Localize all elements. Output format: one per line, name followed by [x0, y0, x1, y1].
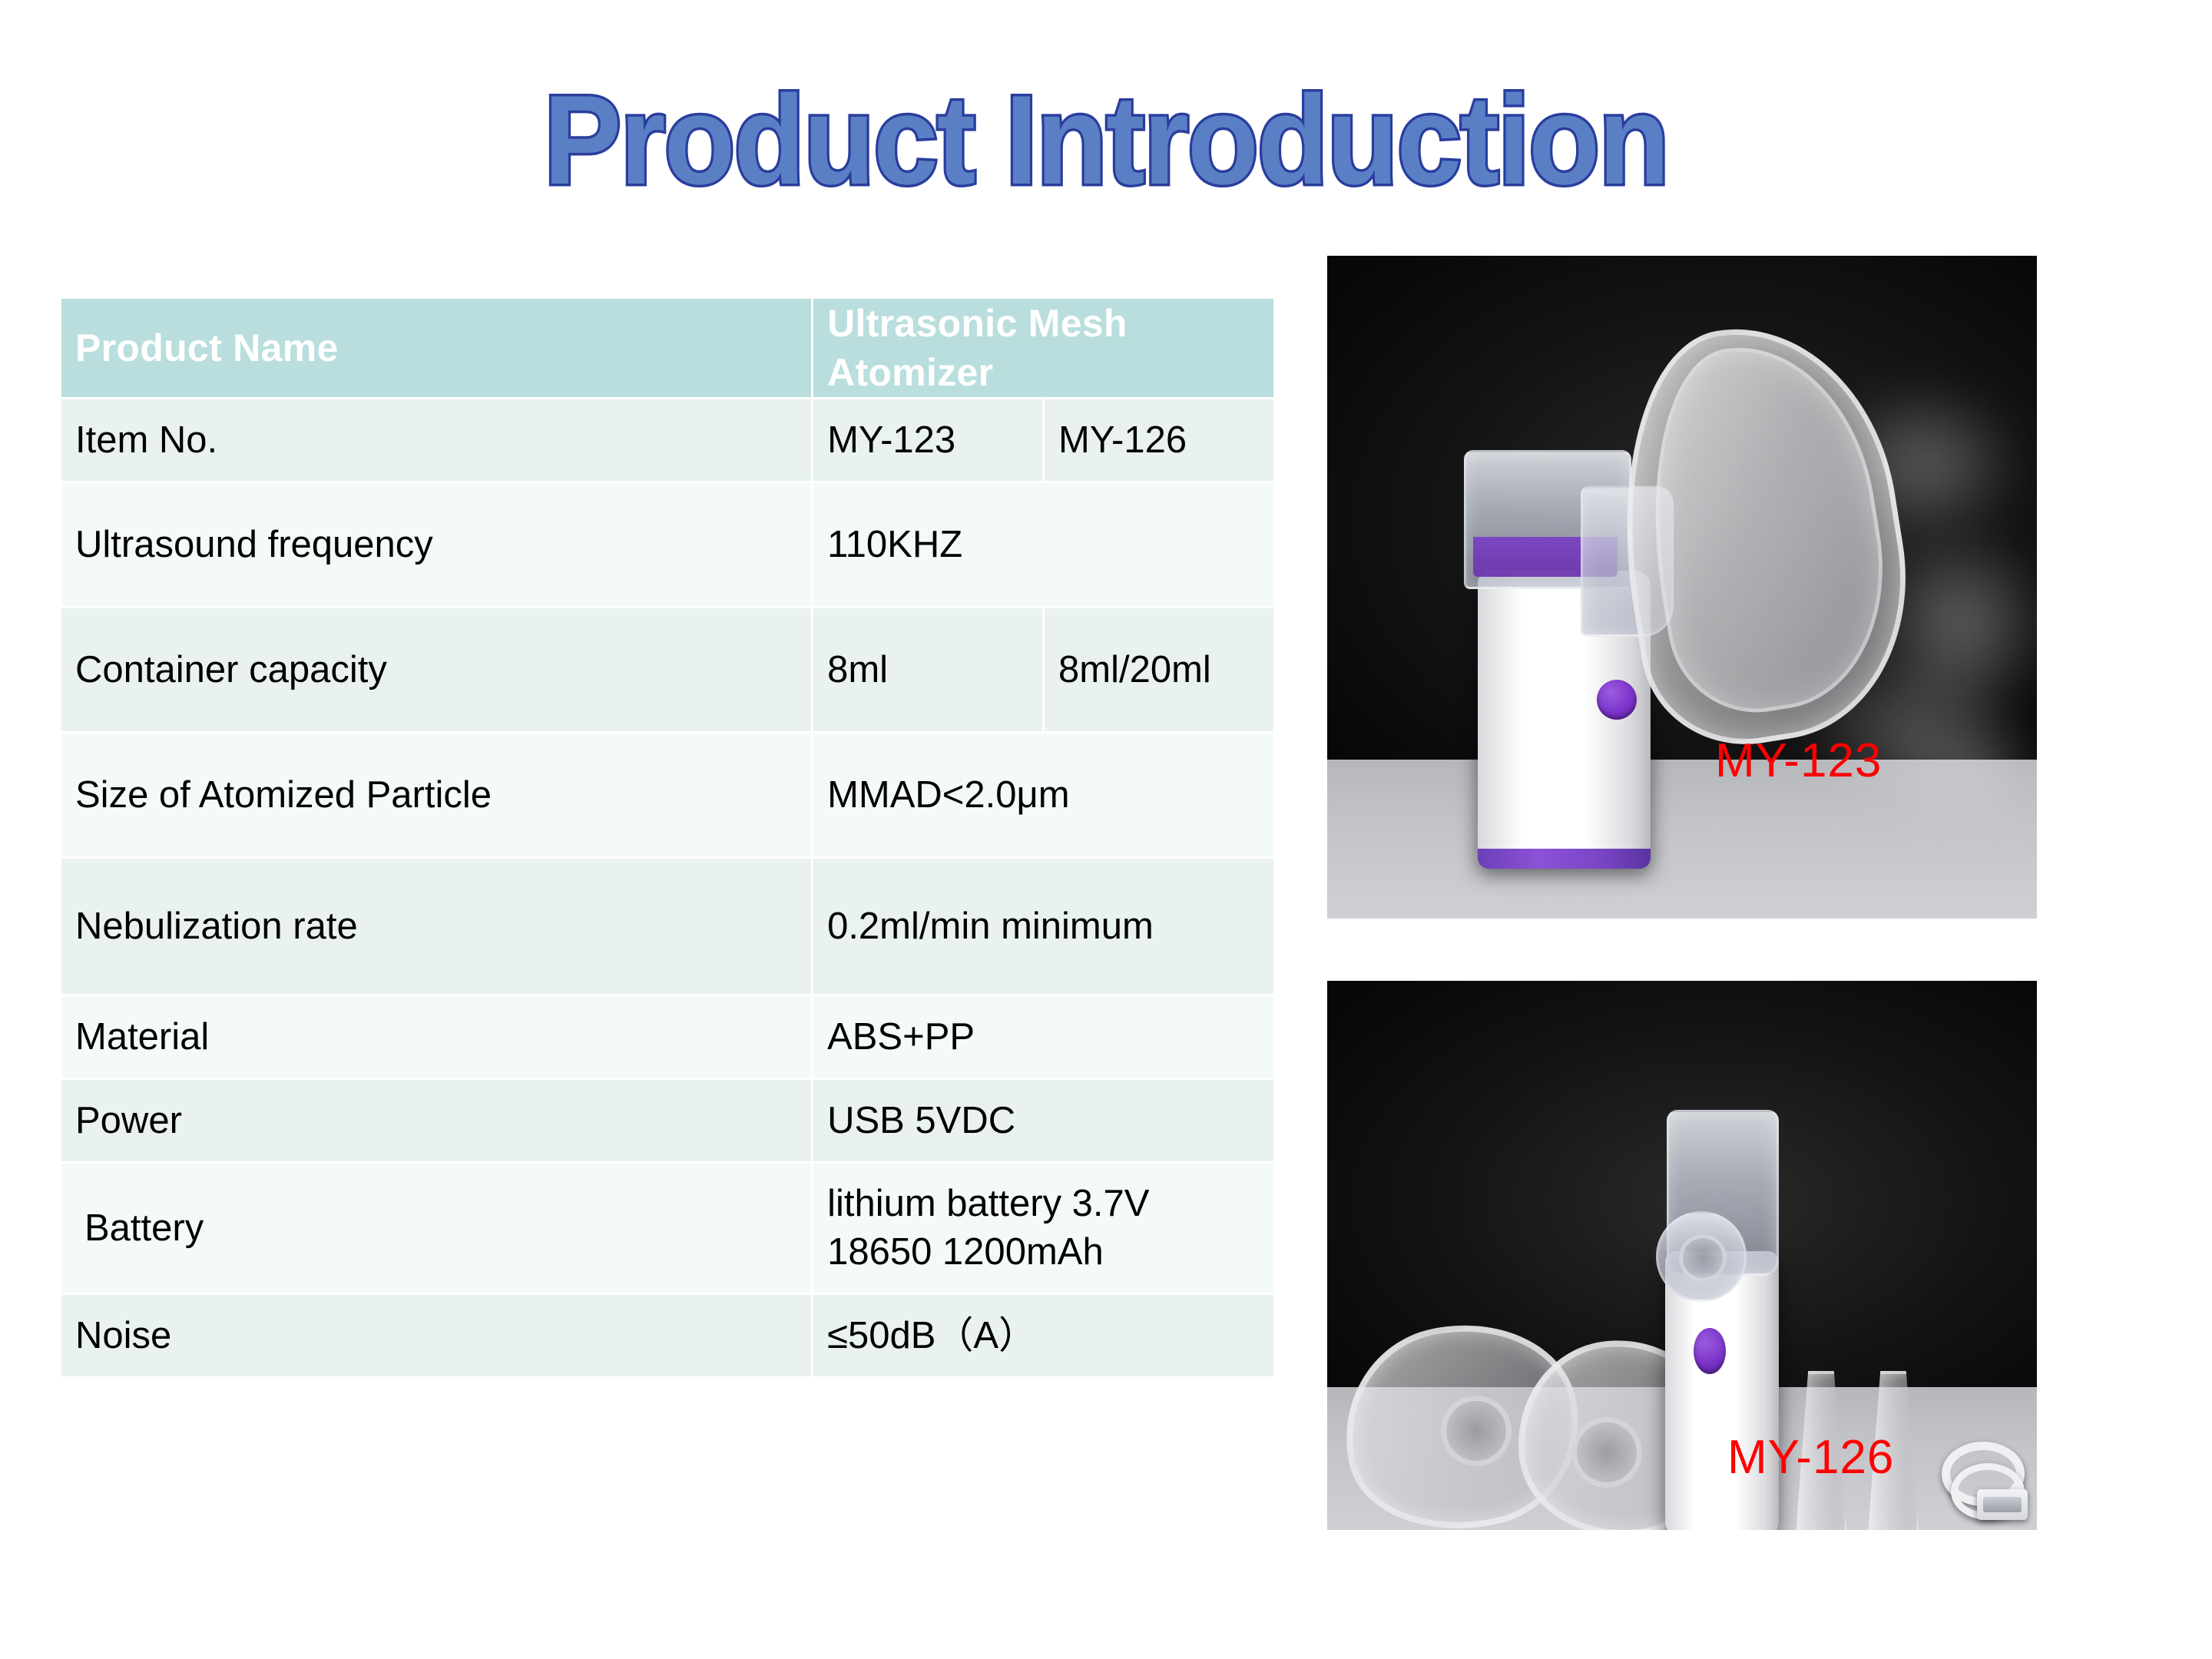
row-value-noise: ≤50dB（A）	[813, 1295, 1273, 1376]
usb-connector	[1983, 1497, 2022, 1512]
photo-label-my126: MY-126	[1727, 1431, 1895, 1484]
table-row: Material ABS+PP	[61, 996, 1273, 1078]
device-base-ring	[1478, 849, 1651, 869]
mesh-aperture	[1679, 1234, 1727, 1282]
row-label-power: Power	[61, 1080, 812, 1161]
header-value-cell: Ultrasonic Mesh Atomizer	[813, 299, 1273, 397]
row-label-size-of-atomized-particle: Size of Atomized Particle	[61, 733, 812, 856]
photo-scene-my123	[1327, 256, 2037, 919]
row-value-material: ABS+PP	[813, 996, 1273, 1078]
row-label-battery: Battery	[61, 1164, 812, 1293]
row-label-container-capacity: Container capacity	[61, 608, 812, 731]
row-value-power: USB 5VDC	[813, 1080, 1273, 1161]
row-value-container-capacity-b: 8ml/20ml	[1045, 608, 1273, 731]
table-row: Battery lithium battery 3.7V 18650 1200m…	[61, 1164, 1273, 1293]
row-value-item-no-a: MY-123	[813, 399, 1043, 481]
mask-port	[1571, 1417, 1642, 1488]
photo-surface	[1327, 759, 2037, 919]
table-header-row: Product Name Ultrasonic Mesh Atomizer	[61, 299, 1273, 397]
row-value-ultrasound-frequency: 110KHZ	[813, 483, 1273, 606]
photo-scene-my126	[1327, 981, 2037, 1530]
table-row: Noise ≤50dB（A）	[61, 1295, 1273, 1376]
product-photo-my123: MY-123	[1327, 256, 2037, 919]
power-button	[1597, 680, 1637, 720]
header-label-cell: Product Name	[61, 299, 812, 397]
row-label-material: Material	[61, 996, 812, 1078]
product-photo-my126: MY-126	[1327, 981, 2037, 1530]
table-row: Nebulization rate 0.2ml/min minimum	[61, 859, 1273, 994]
table-row: Ultrasound frequency 110KHZ	[61, 483, 1273, 606]
row-label-item-no: Item No.	[61, 399, 812, 481]
table-row: Container capacity 8ml 8ml/20ml	[61, 608, 1273, 731]
row-value-nebulization-rate: 0.2ml/min minimum	[813, 859, 1273, 994]
row-value-item-no-b: MY-126	[1045, 399, 1273, 481]
page-title: Product Introduction	[541, 69, 1672, 210]
row-value-container-capacity-a: 8ml	[813, 608, 1043, 731]
table-row: Size of Atomized Particle MMAD<2.0μm	[61, 733, 1273, 856]
row-label-ultrasound-frequency: Ultrasound frequency	[61, 483, 812, 606]
photo-label-my123: MY-123	[1715, 734, 1883, 787]
table-row: Power USB 5VDC	[61, 1080, 1273, 1161]
row-label-nebulization-rate: Nebulization rate	[61, 859, 812, 994]
mask-port	[1441, 1396, 1512, 1466]
table-row: Item No. MY-123 MY-126	[61, 399, 1273, 481]
product-spec-table: Product Name Ultrasonic Mesh Atomizer It…	[59, 296, 1276, 1379]
power-button	[1694, 1328, 1726, 1374]
row-value-size-of-atomized-particle: MMAD<2.0μm	[813, 733, 1273, 856]
row-value-battery: lithium battery 3.7V 18650 1200mAh	[813, 1164, 1273, 1293]
row-label-noise: Noise	[61, 1295, 812, 1376]
